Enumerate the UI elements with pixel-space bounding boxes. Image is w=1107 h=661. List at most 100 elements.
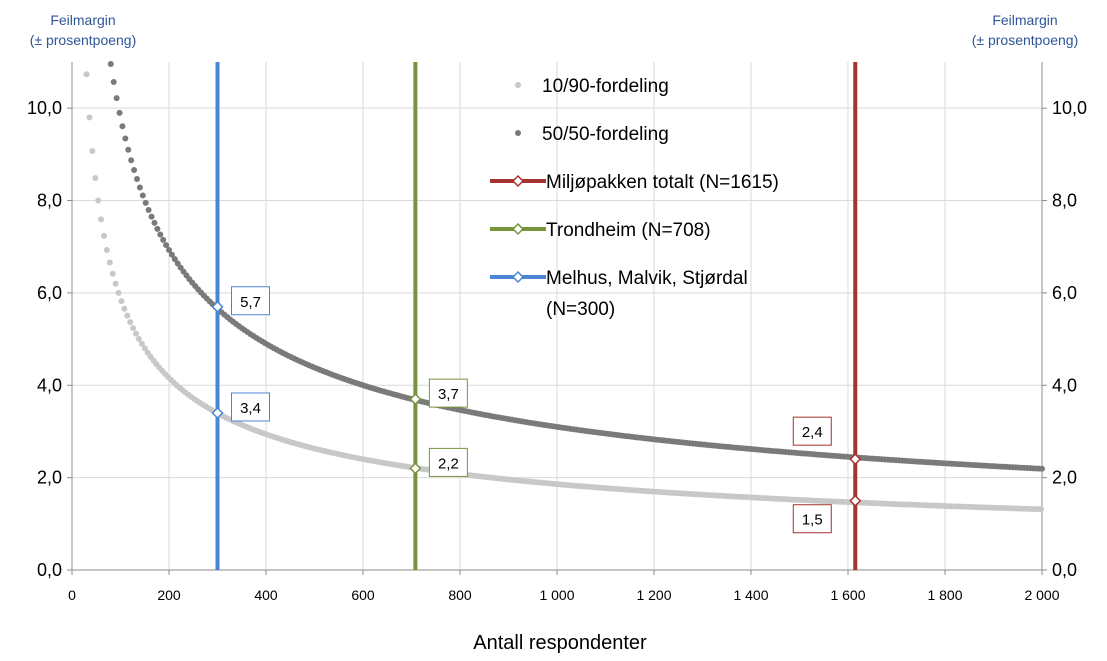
y-axis-left-title-line1: Feilmargin [50, 12, 116, 28]
data-point [119, 123, 126, 130]
legend-item: Trondheim (N=708) [490, 220, 711, 241]
data-point [106, 259, 113, 266]
data-label-box [231, 392, 270, 422]
x-tick-label: 2 000 [1024, 587, 1059, 603]
x-tick-label: 600 [351, 587, 375, 603]
data-point [171, 256, 178, 263]
data-point [135, 335, 142, 342]
data-point [1039, 465, 1045, 472]
data-point [168, 251, 175, 258]
data-point [110, 78, 117, 85]
data-point [115, 289, 122, 296]
y-tick-label-left: 4,0 [37, 375, 62, 395]
data-label: 2,2 [438, 455, 459, 472]
data-point [139, 192, 146, 199]
legend-label: Trondheim (N=708) [546, 220, 711, 241]
y-tick-label-left: 2,0 [37, 468, 62, 488]
data-point [154, 225, 161, 232]
x-tick-label: 1 000 [539, 587, 574, 603]
data-point [133, 176, 140, 183]
y-tick-label-left: 0,0 [37, 560, 62, 580]
data-point [125, 146, 132, 153]
legend-item: Melhus, Malvik, Stjørdal (N=300) [490, 268, 748, 320]
series-50/50-fordeling [107, 60, 1045, 472]
data-point [166, 246, 172, 253]
legend-label: Melhus, Malvik, Stjørdal [546, 268, 748, 289]
legend: 10/90-fordeling 50/50-fordeling Miljøpakke… [490, 76, 779, 320]
data-point [107, 60, 114, 67]
data-label: 2,4 [802, 424, 823, 441]
y-tick-label-right: 6,0 [1052, 283, 1077, 303]
data-point [130, 325, 137, 332]
grid [72, 62, 1042, 570]
x-tick-label: 1 800 [927, 587, 962, 603]
legend-marker [511, 222, 525, 236]
data-point [86, 114, 93, 121]
data-point [128, 157, 135, 164]
y-axis-right-title: Feilmargin (± prosentpoeng) [950, 10, 1100, 50]
data-point [112, 280, 119, 287]
data-point [113, 95, 120, 102]
data-point [121, 305, 128, 312]
data-point [133, 330, 140, 337]
diamond-marker [409, 393, 422, 406]
data-label-box [792, 416, 832, 446]
x-tick-label: 800 [448, 587, 472, 603]
series-10/90-fordeling [83, 71, 1045, 513]
data-point [145, 206, 152, 213]
data-point [142, 199, 149, 206]
data-point [157, 231, 164, 238]
data-label-box [428, 378, 468, 408]
data-point [131, 166, 138, 173]
data-point [1038, 506, 1045, 513]
data-label: 1,5 [802, 512, 823, 529]
markers [211, 300, 862, 507]
data-point [101, 232, 108, 239]
y-tick-label-left: 6,0 [37, 283, 62, 303]
data-label-box [231, 286, 270, 316]
data-point [163, 242, 170, 249]
x-tick-label: 200 [157, 587, 181, 603]
data-point [124, 312, 131, 319]
y-tick-label-right: 2,0 [1052, 468, 1077, 488]
diamond-marker [409, 462, 422, 475]
data-label-box [428, 447, 468, 477]
curves [83, 60, 1045, 513]
data-point [103, 246, 110, 253]
data-label-box [792, 504, 832, 534]
data-point [109, 270, 116, 277]
data-point [127, 319, 134, 326]
y-tick-label-left: 8,0 [37, 191, 62, 211]
y-tick-label-right: 8,0 [1052, 191, 1077, 211]
value-labels: 2,4 1,5 3,7 2,2 5,7 3,4 [231, 286, 832, 534]
legend-dot [515, 130, 521, 136]
x-tick-label: 1 600 [830, 587, 865, 603]
data-label: 3,7 [438, 386, 459, 403]
data-point [122, 135, 129, 142]
x-tick-label: 0 [68, 587, 76, 603]
data-point [148, 213, 155, 220]
legend-item: 50/50-fordeling [515, 124, 669, 145]
legend-marker [511, 174, 525, 188]
y-tick-label-right: 4,0 [1052, 375, 1077, 395]
diamond-marker [849, 453, 862, 466]
legend-label: 10/90-fordeling [542, 76, 669, 97]
legend-label-line2: (N=300) [546, 299, 615, 320]
data-point [83, 71, 90, 78]
data-point [116, 109, 123, 116]
data-point [89, 147, 96, 154]
data-point [92, 175, 99, 182]
y-tick-label-right: 10,0 [1052, 98, 1087, 118]
data-point [95, 197, 102, 204]
y-axis-right-title-line2: (± prosentpoeng) [971, 32, 1079, 48]
diamond-marker [211, 300, 224, 313]
legend-label: Miljøpakken totalt (N=1615) [546, 172, 779, 193]
data-point [118, 298, 125, 305]
legend-item: Miljøpakken totalt (N=1615) [490, 172, 779, 193]
legend-item: 10/90-fordeling [515, 76, 669, 97]
data-point [141, 345, 148, 352]
x-tick-label: 1 400 [733, 587, 768, 603]
data-point [98, 216, 105, 223]
data-point [151, 219, 158, 226]
